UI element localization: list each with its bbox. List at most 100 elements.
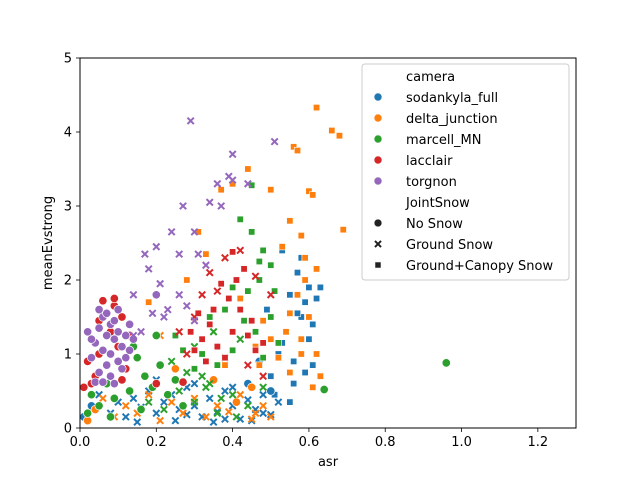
data-point-no-snow (121, 330, 131, 341)
data-point-ground-snow (224, 407, 233, 416)
data-point-ground-canopy-snow (171, 331, 179, 339)
data-point-ground-canopy-snow (267, 335, 275, 343)
data-point-ground-canopy-snow (278, 243, 286, 251)
data-point-ground-snow (259, 409, 268, 418)
data-point-ground-snow (163, 305, 172, 314)
data-point-ground-snow (160, 405, 168, 414)
x-tick-label: 1.2 (528, 435, 549, 450)
data-point-ground-canopy-snow (259, 317, 267, 325)
data-point-ground-snow (182, 368, 191, 377)
legend-marker-lacclair (373, 155, 383, 165)
data-point-ground-canopy-snow (194, 309, 202, 317)
data-point-ground-canopy-snow (267, 372, 275, 380)
data-point-ground-canopy-snow (202, 250, 210, 258)
legend-label-sodankyla_full: sodankyla_full (406, 91, 498, 106)
data-point-no-snow (83, 408, 93, 418)
data-point-ground-snow (228, 150, 237, 159)
data-point-no-snow (117, 342, 127, 352)
data-point-no-snow (178, 377, 188, 387)
data-point-ground-snow (213, 401, 222, 410)
data-point-no-snow (94, 323, 104, 333)
data-point-ground-snow (259, 372, 268, 381)
data-point-ground-snow (190, 316, 199, 325)
data-point-ground-snow (198, 372, 206, 381)
data-point-ground-snow (247, 416, 256, 425)
y-axis-label: meanEvstrong (41, 196, 56, 290)
data-point-ground-canopy-snow (263, 306, 271, 314)
data-point-no-snow (170, 364, 180, 374)
data-point-ground-canopy-snow (293, 147, 301, 155)
data-points (80, 104, 451, 426)
data-point-ground-snow (167, 227, 176, 236)
data-point-ground-snow (190, 379, 199, 388)
data-point-ground-canopy-snow (190, 365, 198, 373)
data-point-ground-snow (217, 394, 226, 403)
data-point-ground-canopy-snow (282, 328, 290, 336)
data-point-no-snow (94, 367, 104, 378)
data-point-ground-snow (121, 401, 130, 410)
data-point-ground-snow (171, 416, 180, 425)
data-point-ground-snow (213, 409, 222, 418)
legend-label-square: Ground+Canopy Snow (406, 259, 553, 274)
data-point-ground-snow (221, 253, 229, 262)
legend-label-lacclair: lacclair (406, 154, 453, 169)
data-point-no-snow (125, 319, 135, 329)
data-point-ground-canopy-snow (267, 186, 275, 194)
data-point-ground-snow (129, 394, 138, 403)
data-point-ground-snow (270, 137, 279, 146)
data-point-ground-snow (182, 301, 191, 310)
data-point-ground-canopy-snow (229, 248, 237, 256)
data-point-no-snow (136, 404, 146, 415)
data-point-ground-canopy-snow (286, 368, 294, 376)
data-point-ground-snow (266, 410, 275, 419)
data-point-no-snow (98, 296, 108, 306)
data-point-ground-snow (274, 398, 283, 407)
data-point-ground-snow (121, 412, 130, 421)
x-tick-label: 1.0 (451, 435, 472, 450)
data-point-ground-snow (259, 383, 268, 392)
data-point-ground-canopy-snow (244, 165, 252, 173)
data-point-ground-canopy-snow (213, 361, 221, 369)
legend-marker-marcell_MN (373, 134, 383, 144)
data-point-no-snow (151, 290, 161, 300)
data-point-no-snow (151, 330, 161, 341)
y-tick-label: 4 (64, 126, 72, 141)
data-point-ground-canopy-snow (267, 313, 275, 321)
data-point-ground-snow (243, 179, 252, 188)
x-tick-label: 0.8 (375, 435, 396, 450)
data-point-ground-canopy-snow (198, 350, 206, 358)
data-point-ground-snow (209, 327, 218, 336)
data-point-ground-snow (190, 398, 199, 407)
data-point-ground-snow (217, 202, 226, 210)
legend-marker-sodankyla_full (373, 92, 383, 102)
legend-marker-delta_junction (373, 113, 383, 123)
data-point-no-snow (94, 401, 104, 411)
data-point-ground-canopy-snow (301, 254, 309, 262)
data-point-ground-snow (198, 290, 206, 299)
data-point-ground-canopy-snow (202, 357, 210, 365)
data-point-ground-canopy-snow (221, 306, 229, 314)
data-point-no-snow (102, 360, 112, 370)
data-point-ground-canopy-snow (217, 186, 225, 194)
data-point-ground-canopy-snow (244, 287, 252, 295)
data-point-ground-snow (247, 415, 256, 424)
data-point-ground-snow (228, 383, 237, 392)
data-point-ground-snow (213, 179, 222, 188)
axes-frame (79, 57, 577, 429)
data-point-ground-canopy-snow (293, 309, 301, 317)
legend-hue-title: camera (406, 70, 455, 85)
data-point-ground-canopy-snow (225, 294, 233, 302)
data-point-ground-canopy-snow (274, 354, 282, 362)
data-point-ground-canopy-snow (190, 346, 198, 354)
legend-items: camera sodankyla_full delta_junctionmarcel… (373, 70, 553, 274)
data-point-ground-snow (243, 401, 252, 410)
data-point-ground-canopy-snow (328, 127, 336, 135)
data-point-no-snow (140, 371, 150, 381)
data-point-ground-snow (202, 412, 210, 421)
data-point-ground-canopy-snow (240, 265, 248, 273)
data-point-ground-canopy-snow (286, 217, 294, 225)
x-tick-label: 0.0 (70, 435, 91, 450)
data-point-ground-canopy-snow (290, 380, 298, 388)
